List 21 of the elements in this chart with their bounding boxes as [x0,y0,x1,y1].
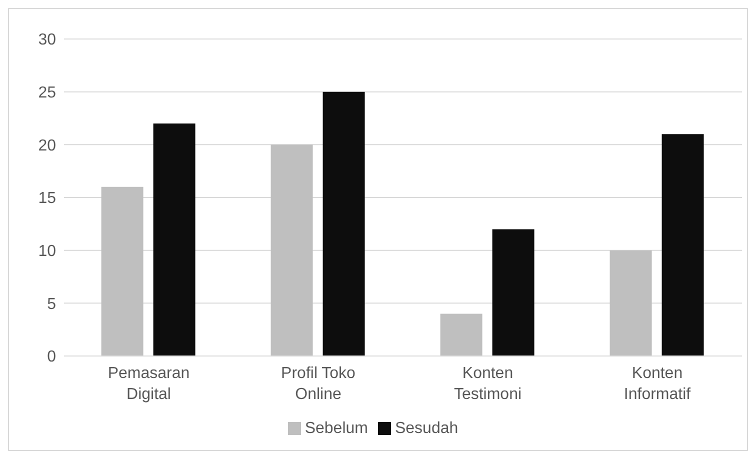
legend-label: Sesudah [394,420,458,437]
y-tick-label: 10 [38,243,56,260]
bar [270,144,313,356]
x-tick-label: Konten Testimoni [454,365,522,403]
bar [153,124,196,356]
y-tick-label: 25 [38,84,56,102]
bar [610,250,652,356]
x-tick-label: Pemasaran Digital [108,365,190,403]
y-tick-label: 15 [38,190,56,208]
bar [440,314,482,356]
y-tick-label: 30 [38,32,56,49]
y-tick-label: 5 [47,296,56,313]
bar [492,229,534,356]
bar [662,134,704,356]
x-tick-label: Konten Informatif [624,365,692,403]
y-tick-label: 20 [38,137,56,154]
bar [322,92,365,356]
y-tick-label: 0 [47,348,56,366]
bar [101,186,144,356]
x-tick-label: Profil Toko Online [281,365,356,403]
legend-label: Sebelum [304,420,368,437]
